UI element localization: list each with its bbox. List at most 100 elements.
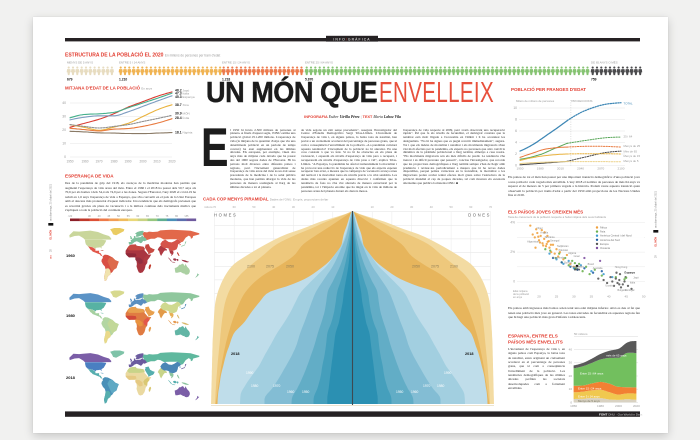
svg-text:MÓN: MÓN — [574, 266, 580, 271]
svg-text:10: 10 — [569, 387, 573, 391]
svg-text:2018: 2018 — [66, 375, 76, 380]
svg-text:ESTRUCTURA DE LA POBLACIÓ EL 2: ESTRUCTURA DE LA POBLACIÓ EL 2020 En mil… — [65, 51, 220, 59]
svg-text:1980: 1980 — [66, 313, 76, 318]
svg-text:Entre 25 i 64 anys: Entre 25 i 64 anys — [580, 372, 604, 376]
svg-text:Senegal: Senegal — [550, 240, 560, 243]
svg-text:2000: 2000 — [615, 404, 622, 408]
svg-text:Àfrica: Àfrica — [600, 226, 607, 230]
svg-text:55: 55 — [127, 214, 130, 218]
svg-text:Algèria: Algèria — [568, 252, 576, 255]
svg-text:2: 2 — [515, 152, 517, 156]
svg-text:PROJECCIONS: PROJECCIONS — [572, 99, 593, 103]
svg-text:30: 30 — [572, 295, 576, 299]
svg-text:20: 20 — [569, 374, 573, 378]
svg-text:Taxa de creixement de la pobla: Taxa de creixement de la població respec… — [508, 215, 607, 219]
svg-text:Portugal: Portugal — [625, 289, 635, 292]
svg-text:més de 65 anys: més de 65 anys — [606, 354, 627, 358]
svg-text:2100: 2100 — [618, 167, 625, 171]
svg-text:1990: 1990 — [246, 371, 254, 375]
svg-text:29: 29 — [655, 255, 658, 258]
svg-text:1950: 1950 — [302, 390, 310, 394]
svg-text:30: 30 — [410, 205, 414, 209]
svg-text:0: 0 — [513, 280, 515, 284]
svg-text:1970: 1970 — [273, 384, 281, 388]
svg-text:1980: 1980 — [251, 384, 259, 388]
svg-text:POBLACIÓ PER FRANGES D'EDAT: POBLACIÓ PER FRANGES D'EDAT — [511, 85, 586, 92]
svg-text:CADA COP MENYS PIRAMIDAL Dades: CADA COP MENYS PIRAMIDAL Dades de l'ONU.… — [203, 197, 328, 202]
svg-text:10: 10 — [331, 205, 335, 209]
svg-text:ara diumenge, 25 d'abril del 2: ara diumenge, 25 d'abril del 2021 — [655, 190, 658, 228]
svg-text:Oceania: Oceania — [600, 246, 611, 250]
svg-text:4%: 4% — [510, 221, 515, 225]
svg-text:Angola: Angola — [540, 232, 548, 235]
svg-text:ENTRE 5 I 14 ANYS: ENTRE 5 I 14 ANYS — [119, 61, 145, 65]
svg-text:HOMES: HOMES — [214, 213, 237, 218]
svg-text:70: 70 — [213, 205, 217, 209]
svg-text:FONT: FONT — [599, 412, 608, 416]
svg-text:Bulgària: Bulgària — [618, 289, 628, 292]
svg-text:75: 75 — [165, 214, 168, 218]
svg-text:759: 759 — [591, 78, 597, 82]
svg-text:Entre 5 i 14 anys: Entre 5 i 14 anys — [578, 395, 600, 399]
svg-text:1960: 1960 — [287, 390, 295, 394]
svg-text:2100: 2100 — [247, 265, 255, 269]
svg-text:Paraguai: Paraguai — [570, 265, 580, 268]
svg-text:1950: 1950 — [66, 160, 73, 164]
svg-text:1970: 1970 — [423, 384, 431, 388]
svg-text:Ucraïna: Ucraïna — [605, 285, 614, 288]
svg-text:40: 40 — [569, 348, 573, 352]
svg-text:2100: 2100 — [450, 265, 458, 269]
svg-text:Més de 65: Més de 65 — [624, 149, 638, 153]
svg-text:Amèrica Central i del Nord: Amèrica Central i del Nord — [600, 234, 632, 238]
svg-text:2075: 2075 — [266, 265, 274, 269]
svg-text:60: 60 — [136, 214, 139, 218]
svg-text:2010: 2010 — [153, 160, 160, 164]
svg-text:Níger: Níger — [537, 227, 543, 230]
svg-text:40: 40 — [272, 205, 276, 209]
svg-text:<20: <20 — [68, 214, 73, 218]
svg-text:DE 65 ANYS O MÉS: DE 65 ANYS O MÉS — [591, 60, 618, 65]
svg-text:1.210: 1.210 — [119, 78, 127, 82]
svg-text:EL MÓN: EL MÓN — [655, 237, 658, 247]
svg-text:30.9 MÓN: 30.9 MÓN — [175, 110, 190, 115]
svg-text:1980: 1980 — [437, 384, 445, 388]
svg-text:1970: 1970 — [95, 160, 102, 164]
svg-text:milions: milions — [204, 205, 213, 209]
svg-text:2075: 2075 — [431, 265, 439, 269]
svg-text:30: 30 — [62, 115, 66, 119]
svg-text:ara diumenge, 25 d'abril del 2: ara diumenge, 25 d'abril del 2021 — [50, 183, 53, 221]
svg-text:ONU · Our World in Data: ONU · Our World in Data — [608, 412, 643, 416]
svg-text:2040: 2040 — [577, 167, 584, 171]
svg-text:1950: 1950 — [570, 404, 577, 408]
svg-text:PAÏSOS MÉS ENVELLITS: PAÏSOS MÉS ENVELLITS — [508, 338, 563, 345]
svg-text:48.2 Japó: 48.2 Japó — [175, 88, 190, 92]
svg-text:MITJANA D'EDAT DE LA POBLACIÓ: MITJANA D'EDAT DE LA POBLACIÓ En anys — [65, 86, 153, 91]
svg-text:en anys: en anys — [513, 296, 523, 299]
svg-text:Hong Kong: Hong Kong — [615, 266, 628, 269]
svg-text:30: 30 — [88, 214, 91, 218]
svg-text:40: 40 — [62, 101, 66, 105]
svg-text:45: 45 — [624, 295, 628, 299]
svg-text:DONES: DONES — [468, 213, 491, 218]
svg-text:2000: 2000 — [139, 160, 146, 164]
svg-text:Japó: Japó — [633, 276, 639, 279]
svg-text:1990: 1990 — [124, 160, 131, 164]
svg-text:de la població: de la població — [513, 292, 530, 296]
svg-text:40: 40 — [98, 214, 101, 218]
svg-text:50: 50 — [252, 205, 256, 209]
svg-text:1960: 1960 — [411, 390, 419, 394]
svg-text:ENTRE 25 I 64 ANYS: ENTRE 25 I 64 ANYS — [305, 61, 333, 65]
svg-text:1980: 1980 — [537, 167, 544, 171]
svg-text:70: 70 — [489, 205, 493, 209]
svg-text:50: 50 — [117, 214, 120, 218]
svg-text:10: 10 — [513, 106, 517, 110]
svg-text:20: 20 — [312, 205, 316, 209]
svg-text:2010: 2010 — [557, 167, 564, 171]
svg-text:2018: 2018 — [465, 352, 473, 356]
svg-text:>85: >85 — [184, 214, 189, 218]
svg-text:Afganistan: Afganistan — [527, 240, 539, 243]
svg-text:Israel: Israel — [574, 255, 581, 258]
svg-text:Menys de 5 anys: Menys de 5 anys — [578, 399, 600, 403]
svg-text:Brasil: Brasil — [588, 263, 595, 266]
svg-text:4: 4 — [515, 141, 517, 145]
